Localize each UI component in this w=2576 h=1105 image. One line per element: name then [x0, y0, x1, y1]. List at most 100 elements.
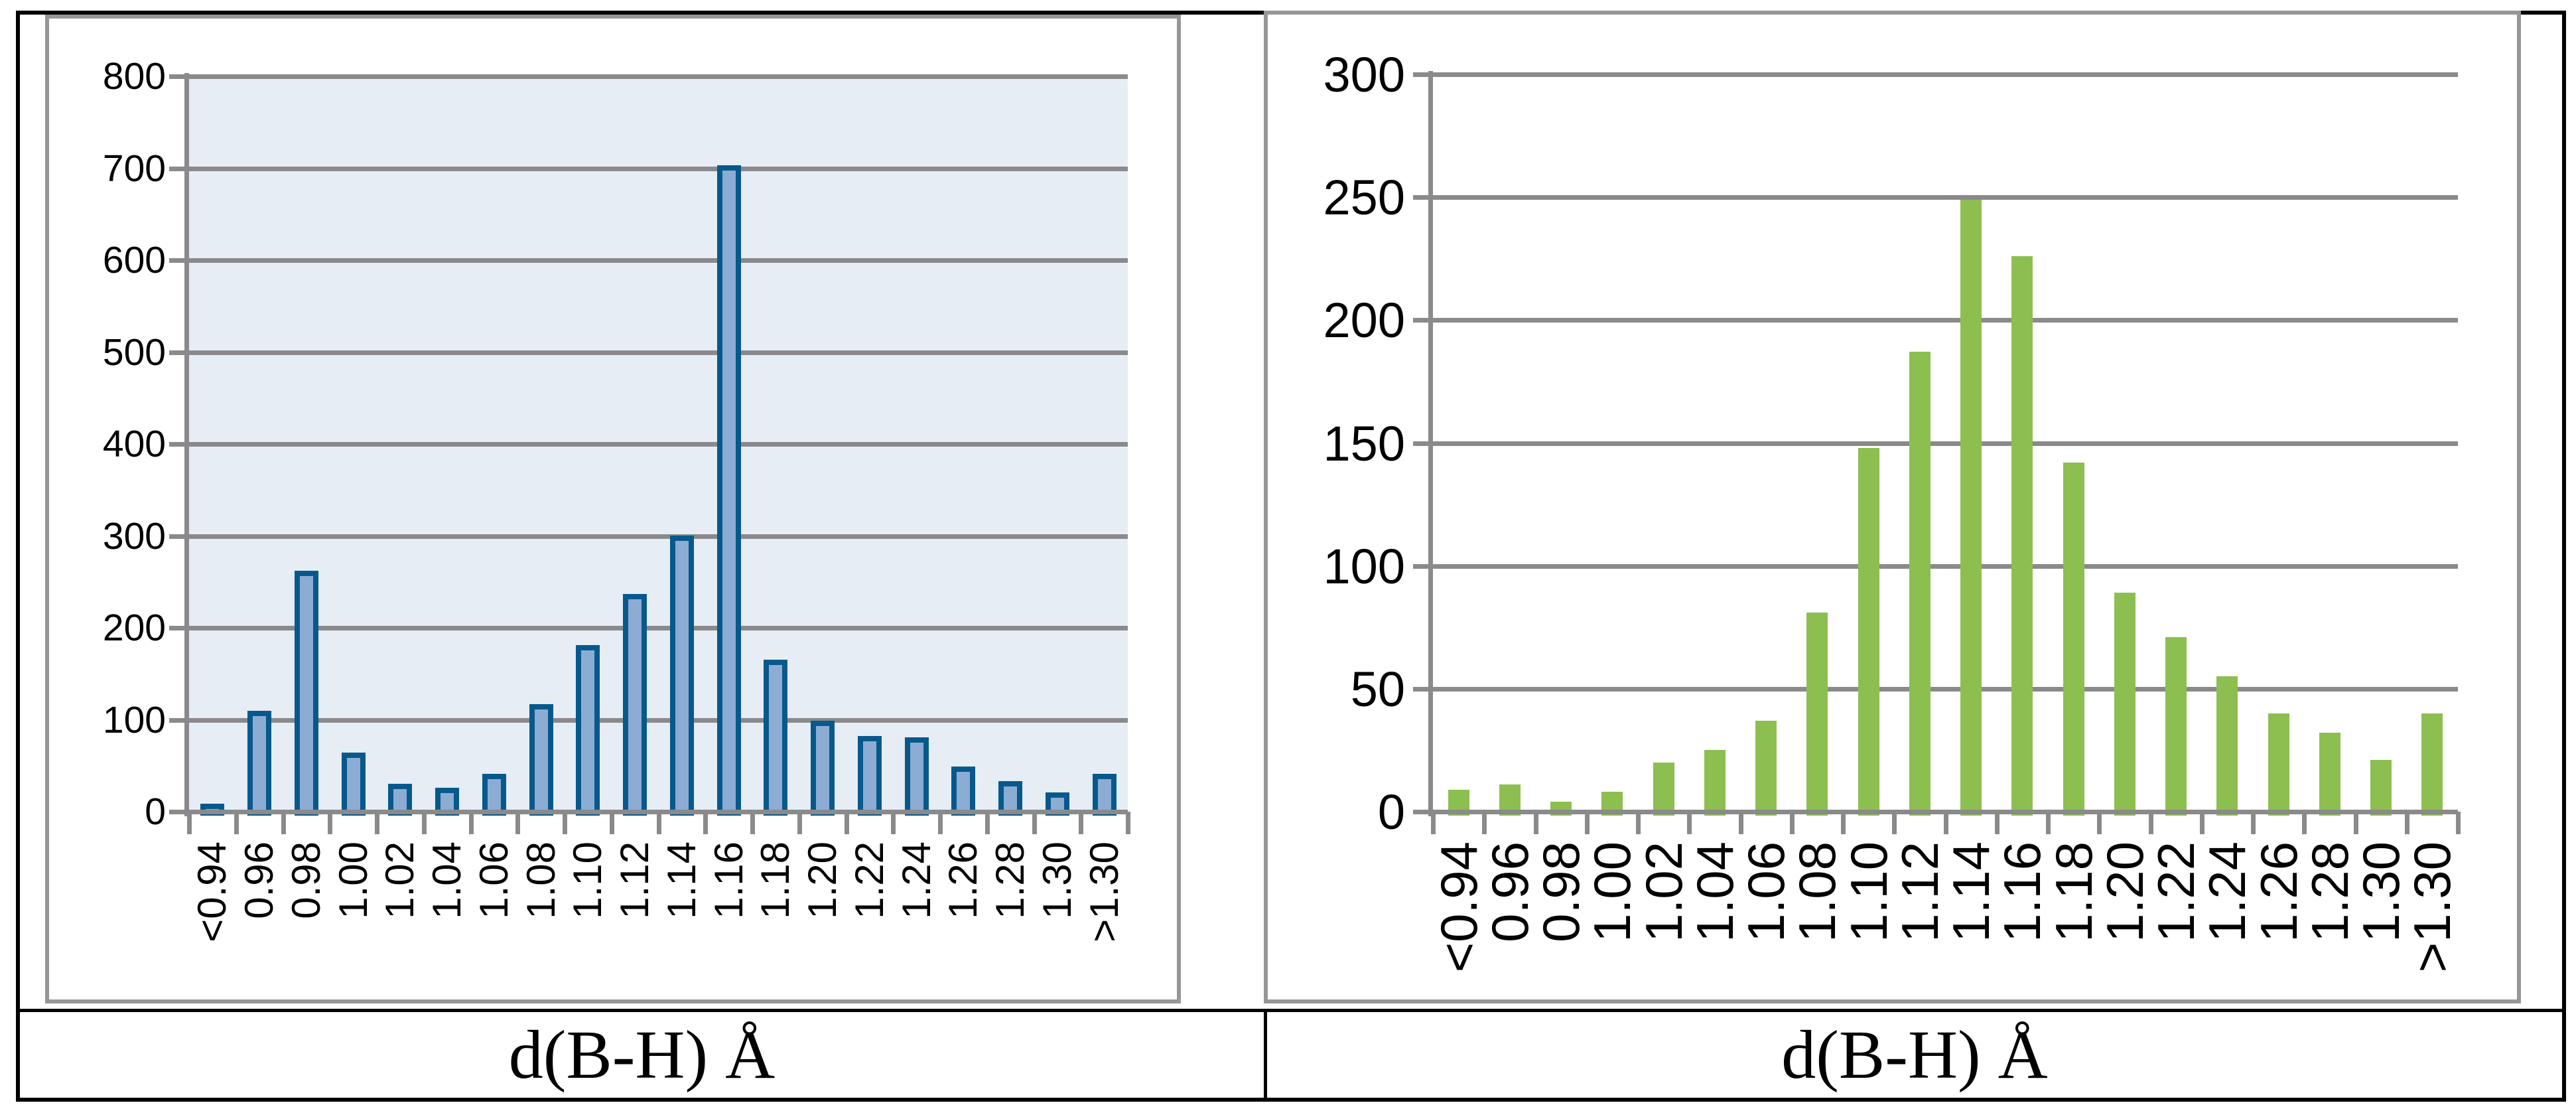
- x-tick-label: <0.94: [1430, 842, 1488, 973]
- bar-1.22: [2165, 637, 2187, 816]
- x-tick-label: 1.24: [894, 842, 939, 919]
- x-tick: [375, 812, 379, 834]
- x-tick-label: 1.00: [1583, 842, 1641, 942]
- x-tick-label: 0.96: [1481, 842, 1539, 942]
- x-tick: [2251, 812, 2256, 834]
- bar-1.26: [2268, 713, 2289, 816]
- x-tick-label: 1.06: [1737, 842, 1795, 942]
- x-tick: [1431, 812, 1436, 834]
- y-tick: [1413, 564, 1433, 569]
- x-tick-label: >1.30: [1082, 842, 1126, 942]
- y-tick-label: 50: [1350, 661, 1405, 717]
- gridline: [189, 74, 1128, 79]
- y-tick-label: 600: [102, 239, 166, 281]
- x-tick: [1636, 812, 1641, 834]
- x-tick-label: 1.30: [2352, 842, 2410, 942]
- bar-1.24: [2216, 676, 2238, 816]
- x-tick: [234, 812, 239, 834]
- y-tick: [169, 74, 189, 79]
- bar-1.10: [1858, 448, 1879, 816]
- gridline: [189, 534, 1128, 539]
- x-tick: [2456, 812, 2461, 834]
- x-tick-label: >1.30: [2403, 842, 2461, 973]
- x-tick: [2354, 812, 2358, 834]
- caption-row-top-border: [16, 1009, 2566, 1012]
- y-tick: [1413, 318, 1433, 323]
- bar-1.20: [2114, 593, 2135, 816]
- gridline: [189, 626, 1128, 630]
- x-tick-label: 1.10: [565, 842, 610, 919]
- bar-0.96: [247, 711, 271, 816]
- bar-1.08: [529, 704, 553, 816]
- gridline: [1433, 564, 2458, 569]
- x-axis-line: [1413, 810, 2458, 814]
- x-tick-label: 1.18: [2045, 842, 2103, 942]
- y-tick-label: 100: [1323, 538, 1405, 594]
- x-tick-label: 1.04: [425, 842, 469, 919]
- y-tick-label: 800: [102, 55, 166, 98]
- gridline: [1433, 195, 2458, 200]
- x-tick-label: 1.16: [1993, 842, 2051, 942]
- bar-1.22: [858, 736, 882, 816]
- x-tick-label: 1.12: [1891, 842, 1949, 942]
- bar-1.12: [1909, 352, 1931, 816]
- y-tick: [169, 258, 189, 263]
- bar-1.04: [1704, 750, 1726, 816]
- x-tick: [1944, 812, 1948, 834]
- y-tick: [1413, 195, 1433, 200]
- gridline: [1433, 687, 2458, 692]
- x-axis-line: [169, 810, 1128, 814]
- x-tick: [515, 812, 520, 834]
- x-tick: [1687, 812, 1692, 834]
- x-tick: [2046, 812, 2051, 834]
- x-tick-label: 1.28: [2301, 842, 2359, 942]
- bar-1.24: [905, 737, 929, 816]
- caption-right: d(B-H) Å: [1781, 1017, 2048, 1093]
- y-tick-label: 200: [102, 607, 166, 649]
- y-axis-line: [184, 73, 189, 816]
- y-tick: [169, 534, 189, 539]
- x-tick: [985, 812, 990, 834]
- gridline: [1433, 441, 2458, 446]
- x-tick: [2097, 812, 2102, 834]
- y-tick-label: 200: [1323, 292, 1405, 348]
- x-tick: [2405, 812, 2409, 834]
- bar-1.10: [576, 645, 600, 816]
- bar-1.20: [811, 721, 835, 816]
- y-tick-label: 400: [102, 423, 166, 465]
- x-tick: [1482, 812, 1487, 834]
- x-tick-label: 1.08: [519, 842, 563, 919]
- bar-1.26: [951, 767, 975, 816]
- y-tick-label: 150: [1323, 415, 1405, 471]
- y-tick: [1413, 72, 1433, 77]
- bar-1.14: [1960, 200, 1982, 816]
- x-tick-label: 1.30: [1035, 842, 1079, 919]
- gridline: [189, 442, 1128, 447]
- caption-cell-separator: [1264, 1009, 1267, 1102]
- y-tick: [169, 718, 189, 723]
- bar-1.28: [2319, 733, 2340, 816]
- x-tick: [750, 812, 755, 834]
- x-tick-label: 1.26: [2250, 842, 2308, 942]
- y-tick-label: 500: [102, 331, 166, 374]
- y-tick-label: 300: [102, 515, 166, 557]
- table-border-bottom: [16, 1098, 2566, 1102]
- x-tick: [1032, 812, 1037, 834]
- x-tick-label: 0.96: [237, 842, 281, 919]
- x-tick: [1790, 812, 1795, 834]
- x-tick: [187, 812, 192, 834]
- x-tick: [1841, 812, 1846, 834]
- y-axis-line: [1428, 71, 1433, 816]
- bar-1.08: [1806, 613, 1828, 816]
- gridline: [189, 350, 1128, 355]
- x-tick: [2200, 812, 2204, 834]
- y-tick: [1413, 441, 1433, 446]
- x-tick-label: 1.12: [612, 842, 657, 919]
- x-tick: [657, 812, 661, 834]
- bar->1.30: [2421, 713, 2443, 816]
- bar-1.16: [2011, 256, 2033, 816]
- bar-1.30: [2370, 760, 2392, 816]
- x-tick: [891, 812, 896, 834]
- y-tick: [169, 350, 189, 355]
